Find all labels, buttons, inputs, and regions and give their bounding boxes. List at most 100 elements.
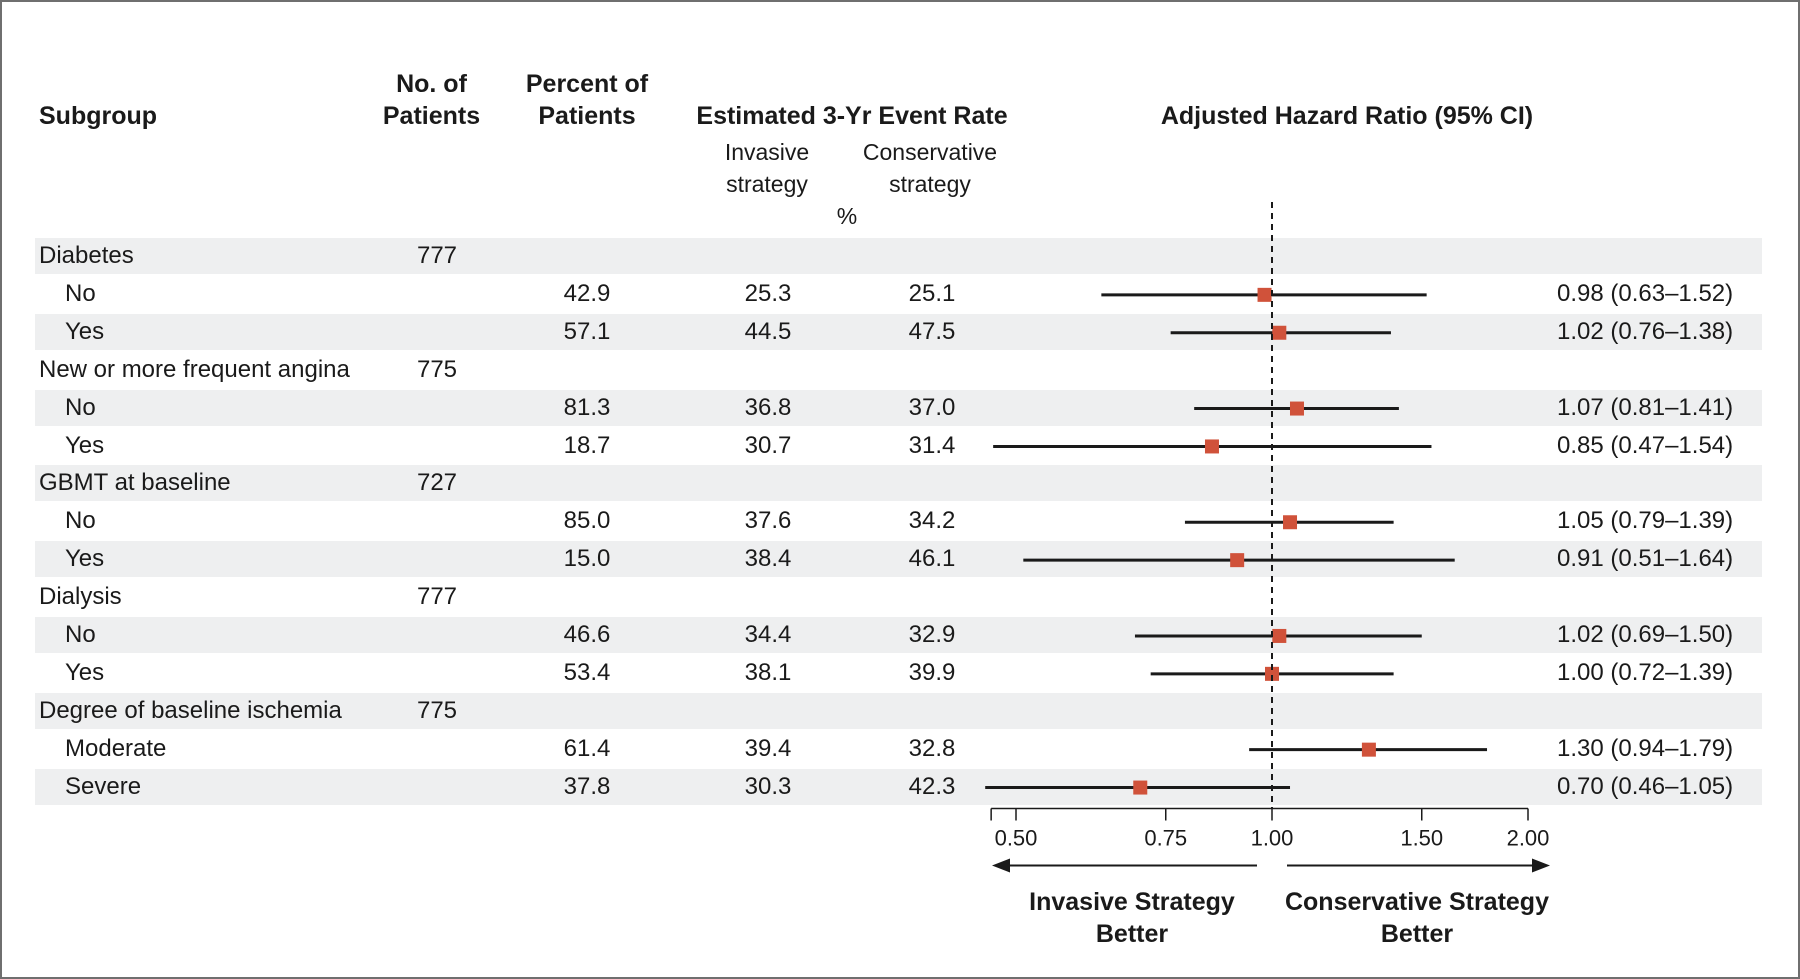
header-conservative-line1: Conservative [862,139,998,165]
header-invasive-line1: Invasive [724,139,810,165]
conservative-rate: 47.5 [908,317,956,345]
conservative-rate: 31.4 [908,431,956,459]
hazard-ratio-marker [1204,439,1219,454]
x-axis-tick-label: 1.00 [1251,826,1294,851]
category-label: Yes [65,658,105,686]
invasive-arrow-head [992,858,1010,873]
hazard-ratio-marker [1133,780,1148,795]
header-invasive-line2: strategy [726,171,808,197]
header-conservative-line2: strategy [889,171,971,197]
hazard-ratio-text: 1.05 (0.79–1.39) [1557,507,1734,535]
category-label: Yes [65,431,105,459]
invasive-rate: 39.4 [744,734,792,762]
header-no-patients-line2: Patients [382,102,481,130]
header-conservative-strategy: Conservative strategy [850,136,1010,200]
category-label: No [65,393,96,421]
hazard-ratio-marker [1230,553,1245,568]
direction-label-conservative-line2: Better [1380,920,1454,948]
row-shade [35,541,1762,578]
header-invasive-strategy: Invasive strategy [702,136,832,200]
percent-patients: 81.3 [563,393,611,421]
hazard-ratio-marker [1289,401,1304,416]
invasive-rate: 30.7 [744,431,792,459]
conservative-rate: 37.0 [908,393,956,421]
patient-count: 777 [416,242,458,269]
header-hazard-ratio: Adjusted Hazard Ratio (95% CI) [1160,102,1534,130]
category-label: No [65,621,96,648]
subgroup-label: Degree of baseline ischemia [39,696,342,724]
conservative-rate: 25.1 [908,279,956,307]
percent-patients: 18.7 [563,431,611,459]
hazard-ratio-text: 1.30 (0.94–1.79) [1557,734,1734,762]
invasive-rate: 38.4 [744,545,792,573]
category-label: No [65,507,96,535]
row-shade [35,617,1762,653]
conservative-rate: 46.1 [908,545,956,573]
x-axis-tick-label: 1.50 [1400,826,1443,851]
header-percent-patients: Percent of Patients [512,68,662,132]
header-percent-patients-line2: Patients [538,102,636,130]
hazard-ratio-text: 0.85 (0.47–1.54) [1557,431,1734,459]
percent-patients: 53.4 [563,658,611,686]
hazard-ratio-text: 0.70 (0.46–1.05) [1557,772,1734,800]
category-label: No [65,279,96,307]
patient-count: 775 [416,355,458,383]
percent-patients: 42.9 [563,279,611,307]
x-axis-tick-label: 2.00 [1507,826,1550,851]
direction-label-invasive: Invasive Strategy Better [1012,886,1252,950]
percent-patients: 61.4 [563,734,611,762]
invasive-rate: 44.5 [744,317,792,345]
subgroup-label: New or more frequent angina [39,355,350,383]
hazard-ratio-text: 0.98 (0.63–1.52) [1557,279,1734,307]
row-shade [35,692,1762,729]
hazard-ratio-marker [1257,287,1272,302]
subgroup-label: Dialysis [39,583,122,611]
header-percent-unit: % [836,203,858,229]
hazard-ratio-marker [1361,742,1376,757]
x-axis-tick-label: 0.50 [995,826,1038,851]
invasive-rate: 25.3 [744,279,792,307]
hazard-ratio-text: 1.07 (0.81–1.41) [1557,393,1734,421]
invasive-rate: 30.3 [744,772,792,800]
conservative-arrow-head [1532,858,1550,873]
row-shade [35,465,1762,502]
hazard-ratio-marker [1265,666,1279,681]
category-label: Severe [65,772,142,800]
header-no-patients-line1: No. of [396,70,467,98]
row-shade [35,768,1762,805]
conservative-rate: 34.2 [908,507,956,535]
category-label: Moderate [65,734,167,762]
invasive-rate: 34.4 [744,621,792,648]
percent-patients: 57.1 [563,317,611,345]
row-shade [35,238,1762,274]
hazard-ratio-text: 0.91 (0.51–1.64) [1557,545,1734,573]
header-percent-patients-line1: Percent of [525,70,649,98]
direction-label-conservative: Conservative Strategy Better [1272,886,1562,950]
conservative-rate: 39.9 [908,658,956,686]
hazard-ratio-text: 1.00 (0.72–1.39) [1557,658,1734,686]
percent-patients: 37.8 [563,772,611,800]
patient-count: 777 [416,583,458,611]
patient-count: 775 [416,696,458,724]
conservative-rate: 32.8 [908,734,956,762]
percent-patients: 46.6 [563,621,611,648]
category-label: Yes [65,545,105,573]
conservative-rate: 32.9 [908,621,956,648]
direction-label-invasive-line1: Invasive Strategy [1029,888,1235,916]
percent-patients: 85.0 [563,507,611,535]
row-shade [35,313,1762,350]
direction-label-conservative-line1: Conservative Strategy [1284,888,1549,916]
hazard-ratio-marker [1272,628,1287,643]
x-axis-tick-label: 0.75 [1144,826,1187,851]
subgroup-label: Diabetes [39,242,134,269]
invasive-rate: 36.8 [744,393,792,421]
hazard-ratio-marker [1283,515,1298,530]
invasive-rate: 38.1 [744,658,792,686]
category-label: Yes [65,317,105,345]
patient-count: 727 [416,469,458,497]
percent-patients: 15.0 [563,545,611,573]
conservative-rate: 42.3 [908,772,956,800]
invasive-rate: 37.6 [744,507,792,535]
